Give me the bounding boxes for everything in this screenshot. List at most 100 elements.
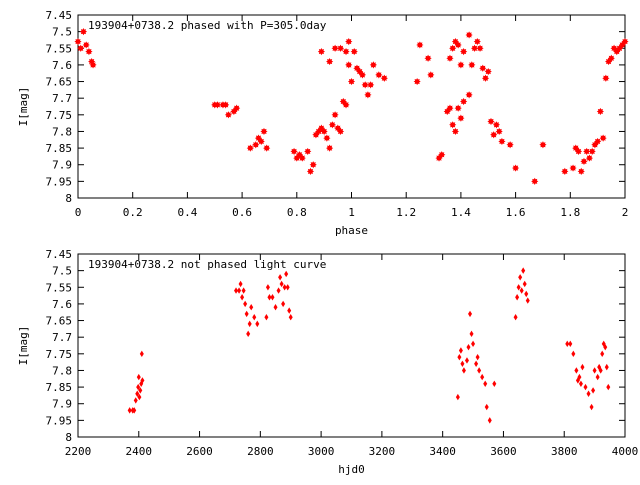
phased-data-point xyxy=(484,67,492,76)
unphased-data-point xyxy=(136,383,141,391)
phased-x-tick-label: 1.8 xyxy=(560,206,580,219)
unphased-data-point xyxy=(571,350,576,358)
unphased-data-point xyxy=(137,393,142,401)
unphased-data-point xyxy=(282,284,287,291)
unphased-data-point xyxy=(287,307,292,314)
unphased-data-point xyxy=(247,320,252,328)
unphased-data-point xyxy=(127,407,132,414)
phased-data-point xyxy=(473,38,481,46)
unphased-plot-frame xyxy=(77,253,626,438)
phased-y-tick-label: 7.7 xyxy=(52,92,72,105)
phased-data-point xyxy=(413,77,421,86)
unphased-data-point xyxy=(284,270,289,278)
unphased-data-point xyxy=(285,284,290,291)
phased-data-point xyxy=(306,167,315,175)
phased-data-point xyxy=(331,111,339,119)
phased-x-tick-label: 0.4 xyxy=(177,206,197,219)
phased-data-point xyxy=(465,31,473,39)
phased-data-point xyxy=(470,44,479,52)
unphased-data-point xyxy=(270,294,275,301)
phased-data-point xyxy=(492,121,501,129)
unphased-x-ticks: 2200 2400 2600 2800 3000 3200 3400 3600 3800 4000 xyxy=(65,254,638,458)
phased-data-point xyxy=(89,61,97,69)
phased-data-point xyxy=(498,137,506,146)
phased-data-point xyxy=(427,71,435,79)
phased-data-point xyxy=(260,127,268,136)
phased-y-tick-label: 7.5 xyxy=(52,26,72,39)
unphased-data-point xyxy=(240,294,245,301)
unphased-data-point xyxy=(234,287,239,294)
unphased-data-points xyxy=(127,267,611,424)
phased-data-point xyxy=(569,164,577,172)
unphased-data-point xyxy=(606,383,611,391)
phased-data-points xyxy=(74,28,629,185)
unphased-data-point xyxy=(265,284,270,291)
unphased-data-point xyxy=(525,297,530,304)
unphased-data-point xyxy=(241,287,246,294)
unphased-data-point xyxy=(136,373,141,381)
unphased-data-point xyxy=(580,363,585,371)
phased-x-tick-label: 0.8 xyxy=(287,206,307,219)
unphased-data-point xyxy=(138,387,143,394)
unphased-x-tick-label: 3200 xyxy=(369,445,396,458)
phased-data-point xyxy=(326,144,334,152)
unphased-data-point xyxy=(460,360,465,367)
phased-data-point xyxy=(350,48,358,56)
phased-data-point xyxy=(490,131,498,139)
phased-data-point xyxy=(481,74,490,82)
phased-data-point xyxy=(460,97,468,106)
unphased-y-tick-label: 7.9 xyxy=(52,398,72,411)
phased-data-point xyxy=(574,147,583,156)
unphased-x-tick-label: 3000 xyxy=(308,445,335,458)
unphased-data-point xyxy=(487,417,492,424)
phased-data-point xyxy=(476,44,484,52)
unphased-y-tick-label: 7.5 xyxy=(52,265,72,278)
unphased-data-point xyxy=(132,407,137,414)
unphased-data-point xyxy=(279,280,284,288)
unphased-data-point xyxy=(288,314,293,321)
phased-data-point xyxy=(328,121,336,129)
unphased-x-tick-label: 3800 xyxy=(551,445,578,458)
unphased-y-tick-label: 7.65 xyxy=(46,315,73,328)
phased-x-tick-label: 1 xyxy=(348,206,355,219)
unphased-y-tick-label: 7.95 xyxy=(46,414,73,427)
unphased-data-point xyxy=(522,280,527,288)
phased-data-point xyxy=(416,41,424,49)
phased-y-tick-label: 7.55 xyxy=(46,42,73,55)
unphased-data-point xyxy=(474,360,479,367)
phased-data-point xyxy=(561,167,569,175)
phased-y-ticks: 7.45 7.5 7.55 7.6 7.65 7.7 7.75 7.8 7.85 7.9 7.95 8 xyxy=(46,9,625,205)
phased-data-point xyxy=(367,81,375,89)
phased-data-point xyxy=(607,54,615,62)
phased-data-point xyxy=(263,144,271,152)
phased-data-point xyxy=(599,134,607,142)
unphased-data-point xyxy=(267,294,272,301)
phased-x-tick-label: 0 xyxy=(75,206,82,219)
phased-data-point xyxy=(512,164,520,172)
phased-data-point xyxy=(449,44,457,52)
unphased-y-ticks: 7.45 7.5 7.55 7.6 7.65 7.7 7.75 7.8 7.85 7.9 7.95 8 xyxy=(46,248,625,444)
unphased-data-point xyxy=(471,340,476,348)
unphased-y-tick-label: 7.85 xyxy=(46,381,73,394)
unphased-data-point xyxy=(276,287,281,294)
unphased-data-point xyxy=(483,380,488,387)
unphased-data-point xyxy=(519,287,524,294)
unphased-data-point xyxy=(135,390,140,397)
phased-data-point xyxy=(320,127,328,136)
phased-data-point xyxy=(79,28,88,36)
phased-data-point xyxy=(345,61,353,69)
phased-x-tick-label: 2 xyxy=(622,206,629,219)
unphased-data-point xyxy=(591,387,596,394)
phased-data-point xyxy=(290,147,298,156)
unphased-chart-title: 193904+0738.2 not phased light curve xyxy=(88,258,326,271)
phased-x-tick-label: 0.6 xyxy=(232,206,252,219)
phased-data-point xyxy=(252,141,260,149)
phased-data-point xyxy=(583,147,591,156)
phased-data-point xyxy=(531,177,539,185)
unphased-x-tick-label: 3400 xyxy=(429,445,456,458)
phased-data-point xyxy=(224,111,233,119)
phased-data-point xyxy=(246,144,254,152)
phased-data-point xyxy=(342,48,350,56)
phased-data-point xyxy=(342,101,350,109)
